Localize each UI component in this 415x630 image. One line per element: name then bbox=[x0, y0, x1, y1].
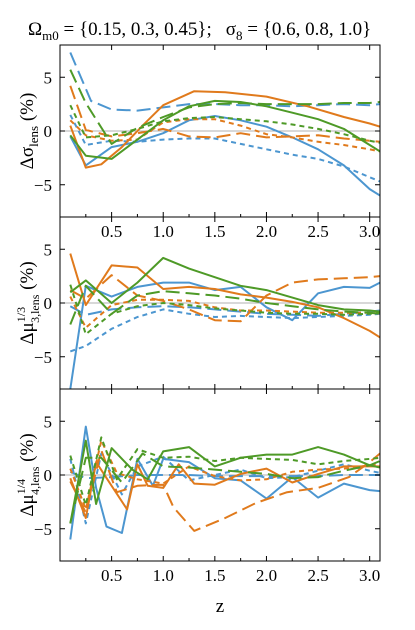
series-blue-solid-line bbox=[69, 281, 380, 389]
series-green-short-line bbox=[69, 436, 380, 507]
series-group bbox=[69, 425, 380, 540]
series-orange-long-line bbox=[69, 274, 380, 323]
series-green-short-line bbox=[69, 284, 380, 336]
series-blue-short-line bbox=[69, 308, 380, 353]
ylabel-unit: (%) bbox=[17, 93, 38, 126]
series-blue-solid-line bbox=[69, 115, 380, 197]
y-axis-label: Δμ1/33,lens (%) bbox=[14, 261, 42, 344]
y-tick-label: 0 bbox=[44, 466, 53, 485]
title-omega: Ω bbox=[28, 19, 42, 40]
series-green-long-line bbox=[69, 284, 380, 325]
x-tick-label: 1.5 bbox=[204, 222, 225, 241]
ylabel-unit: (%) bbox=[17, 433, 38, 466]
ylabel-sub: 3,lens bbox=[28, 294, 42, 323]
series-blue-solid-line bbox=[69, 425, 380, 540]
series-blue-long-line bbox=[69, 305, 380, 317]
series-green-solid-line bbox=[69, 256, 380, 313]
series-green-solid-line bbox=[69, 99, 380, 160]
title-sigma-values: = {0.6, 0.8, 1.0} bbox=[242, 19, 371, 40]
series-green-short-line bbox=[69, 104, 380, 144]
y-tick-label: 0 bbox=[44, 122, 53, 141]
ylabel-main: Δμ bbox=[17, 494, 38, 516]
series-green-solid-line bbox=[69, 439, 380, 524]
series-orange-solid-line bbox=[69, 461, 380, 519]
panel-sigma-lens: 0.5 1.0 1.5 2.0 2.5 3.0 −5 0 5 Δσlens (%) bbox=[17, 44, 381, 241]
chart-title: Ωm0 = {0.15, 0.3, 0.45}; σ8 = {0.6, 0.8, … bbox=[28, 19, 371, 43]
y-tick-label: −5 bbox=[34, 348, 52, 367]
x-tick-label: 1.0 bbox=[153, 222, 174, 241]
title-omega-sub: m0 bbox=[42, 28, 59, 43]
x-tick-label: 1.0 bbox=[153, 566, 174, 585]
series-group bbox=[69, 253, 380, 389]
panel-mu4-lens: 0.5 1.0 1.5 2.0 2.5 3.0 −5 0 5 Δμ1/44,lens (%) bbox=[14, 388, 381, 585]
ylabel-sub: lens bbox=[26, 126, 41, 147]
ylabel-main: Δσ bbox=[17, 147, 38, 169]
x-tick-label: 2.0 bbox=[256, 222, 277, 241]
series-green-long-line bbox=[69, 69, 380, 145]
series-orange-short-line bbox=[69, 296, 380, 329]
ticks: 0.5 1.0 1.5 2.0 2.5 3.0 −5 0 5 bbox=[34, 45, 380, 241]
y-tick-label: 5 bbox=[44, 412, 53, 431]
y-tick-label: −5 bbox=[34, 176, 52, 195]
x-axis-label: z bbox=[216, 596, 224, 617]
y-axis-label: Δσlens (%) bbox=[17, 93, 41, 170]
series-orange-long-line bbox=[69, 85, 380, 143]
panel-mu3-lens: −5 0 5 Δμ1/33,lens (%) bbox=[14, 216, 381, 390]
series-orange-solid-line bbox=[69, 253, 380, 339]
title-omega-values: = {0.15, 0.3, 0.45}; bbox=[59, 19, 212, 40]
title-sigma: σ bbox=[226, 19, 236, 40]
series-green-long-line bbox=[69, 452, 380, 524]
x-tick-label: 2.5 bbox=[307, 222, 328, 241]
series-blue-short-line bbox=[69, 452, 380, 525]
ticks: 0.5 1.0 1.5 2.0 2.5 3.0 −5 0 5 bbox=[34, 389, 380, 585]
y-tick-label: 0 bbox=[44, 294, 53, 313]
x-tick-label: 0.5 bbox=[101, 222, 122, 241]
x-tick-label: 2.5 bbox=[307, 566, 328, 585]
y-axis-label: Δμ1/44,lens (%) bbox=[14, 433, 42, 516]
ylabel-sup: 1/4 bbox=[14, 479, 28, 494]
series-group bbox=[69, 52, 380, 197]
series-blue-long-line bbox=[69, 52, 380, 112]
series-orange-solid-line bbox=[69, 90, 380, 169]
y-tick-label: 5 bbox=[44, 68, 53, 87]
x-tick-label: 1.5 bbox=[204, 566, 225, 585]
y-tick-label: −5 bbox=[34, 520, 52, 539]
y-tick-label: 5 bbox=[44, 240, 53, 259]
x-tick-label: 3.0 bbox=[359, 566, 380, 585]
ylabel-main: Δμ bbox=[17, 322, 38, 344]
ylabel-unit: (%) bbox=[17, 261, 38, 294]
x-tick-label: 0.5 bbox=[101, 566, 122, 585]
ylabel-sup: 1/3 bbox=[14, 307, 28, 322]
x-tick-label: 3.0 bbox=[359, 222, 380, 241]
title-sigma-sub: 8 bbox=[236, 28, 243, 43]
x-tick-label: 2.0 bbox=[256, 566, 277, 585]
ylabel-sub: 4,lens bbox=[28, 466, 42, 495]
